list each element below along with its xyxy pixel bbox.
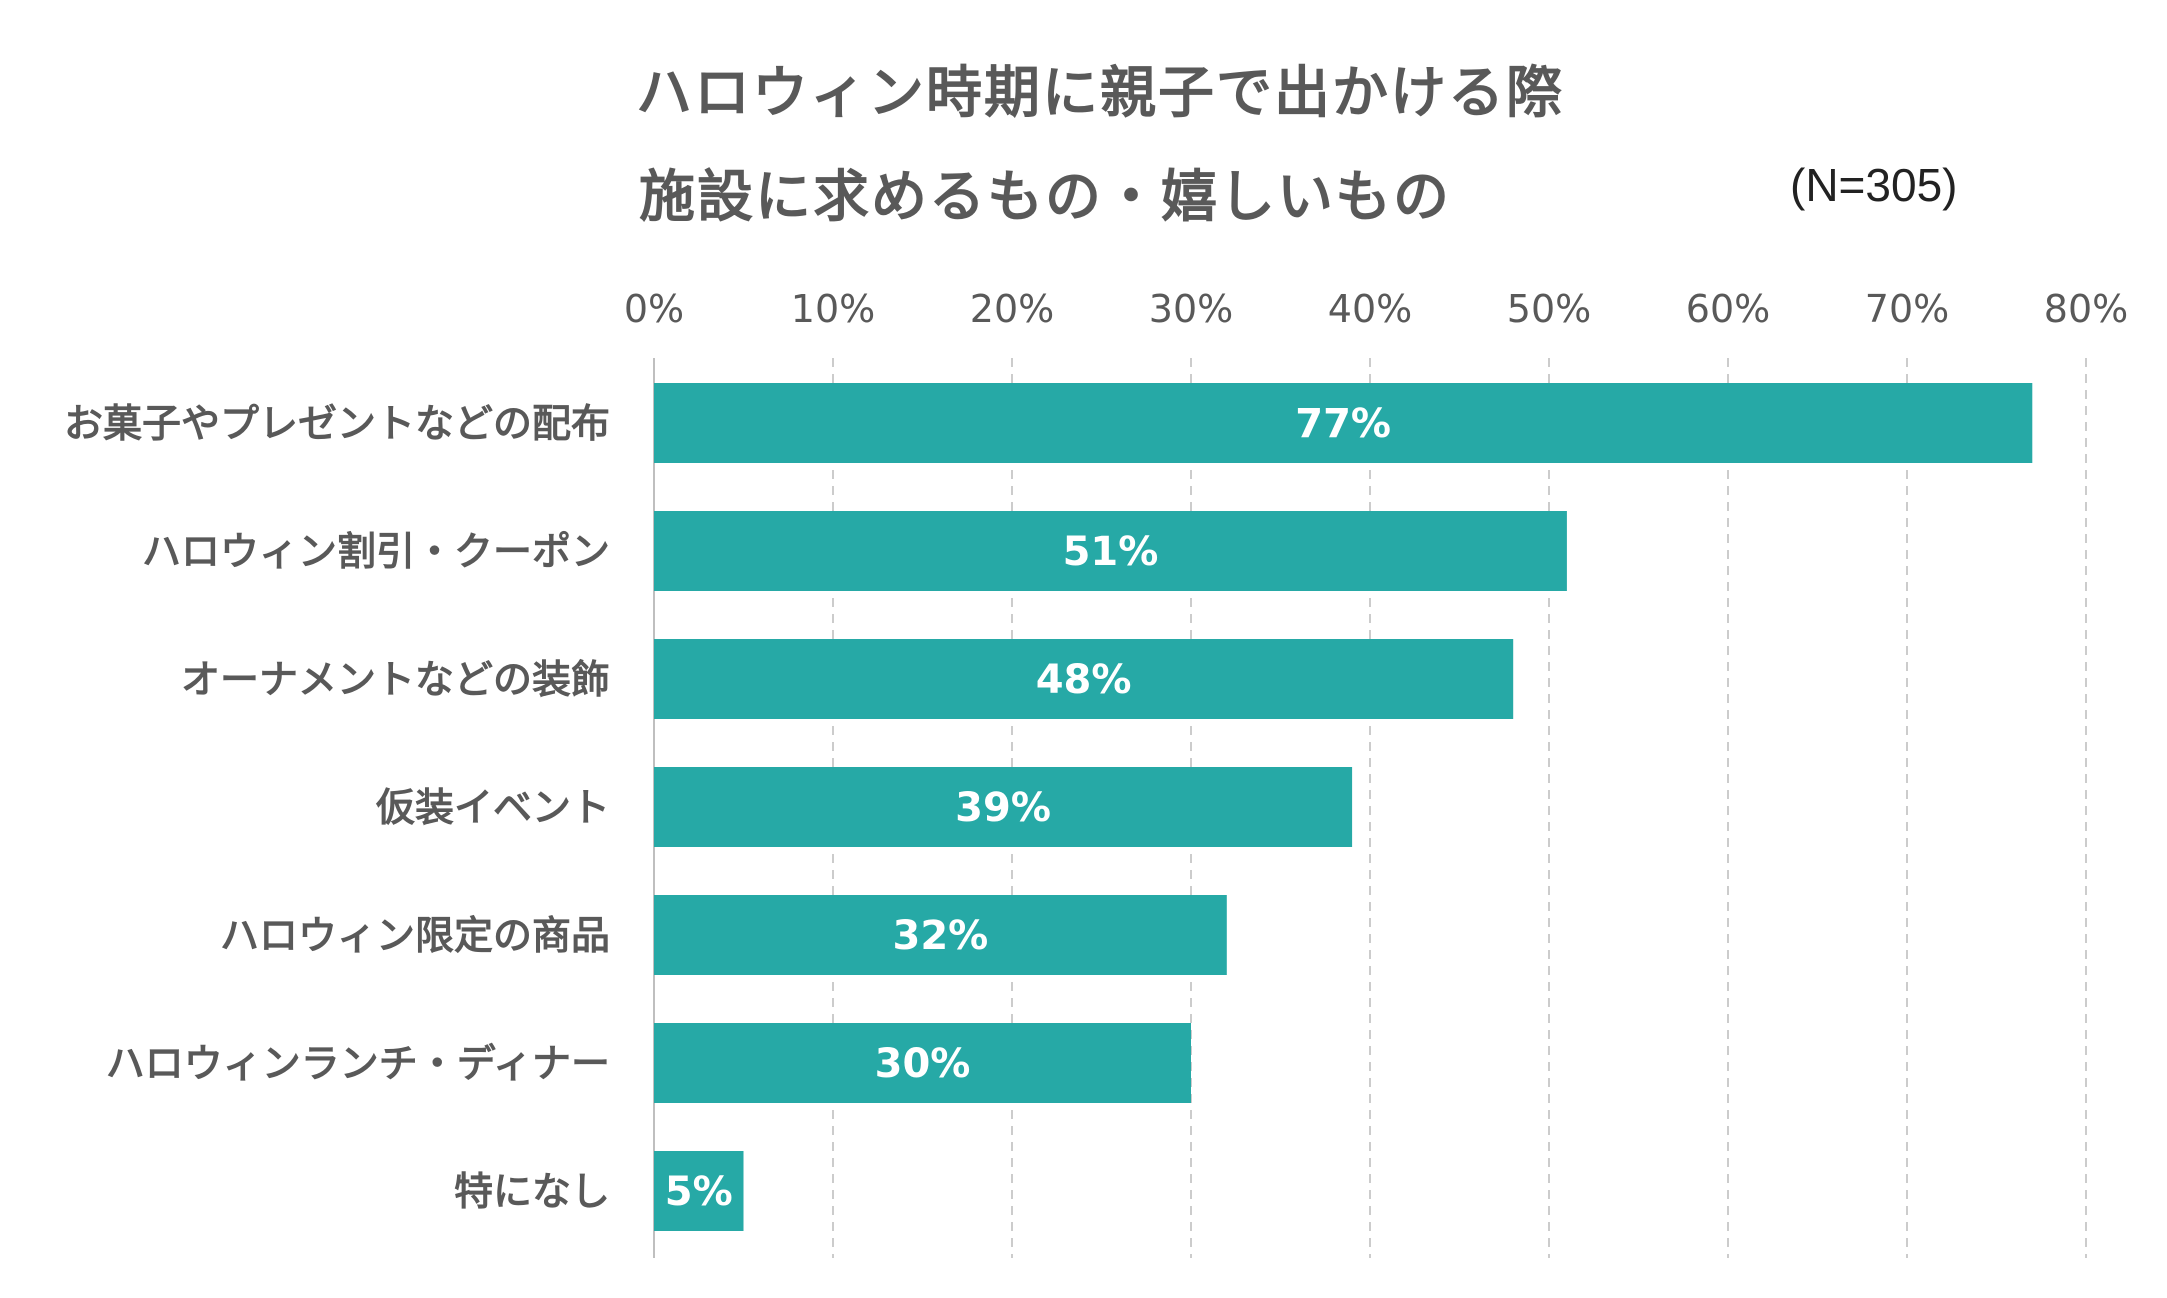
category-label: お菓子やプレゼントなどの配布 [64, 402, 610, 447]
bar [654, 1023, 1191, 1103]
chart-title-line-1: ハロウィン時期に親子で出かける際 [636, 61, 1564, 126]
chart-title-line-2: 施設に求めるもの・嬉しいもの [639, 165, 1451, 230]
category-label: ハロウィン割引・クーポン [142, 530, 610, 575]
x-tick-label: 10% [791, 287, 875, 331]
category-label: オーナメントなどの装飾 [181, 658, 610, 703]
bar [654, 511, 1567, 591]
category-label: 特になし [454, 1170, 610, 1215]
x-tick-label: 20% [970, 287, 1054, 331]
category-label: ハロウィン限定の商品 [220, 914, 610, 959]
data-label: 39% [955, 785, 1051, 831]
sample-size-note: (N=305) [1790, 159, 1958, 211]
data-label: 5% [665, 1169, 733, 1215]
data-label: 48% [1036, 657, 1132, 703]
bar [654, 895, 1227, 975]
bar [654, 767, 1353, 847]
category-label: ハロウィンランチ・ディナー [106, 1042, 610, 1087]
x-tick-label: 80% [2044, 287, 2128, 331]
x-tick-label: 40% [1328, 287, 1412, 331]
category-label: 仮装イベント [375, 786, 610, 831]
data-label: 30% [875, 1041, 971, 1087]
data-label: 51% [1063, 529, 1159, 575]
x-tick-label: 0% [624, 287, 684, 331]
x-tick-label: 50% [1507, 287, 1591, 331]
data-label: 32% [893, 913, 989, 959]
x-tick-label: 70% [1865, 287, 1949, 331]
x-tick-label: 30% [1149, 287, 1233, 331]
data-label: 77% [1295, 401, 1391, 447]
bar [654, 1151, 744, 1231]
bar [654, 383, 2033, 463]
bar [654, 639, 1514, 719]
x-tick-label: 60% [1686, 287, 1770, 331]
